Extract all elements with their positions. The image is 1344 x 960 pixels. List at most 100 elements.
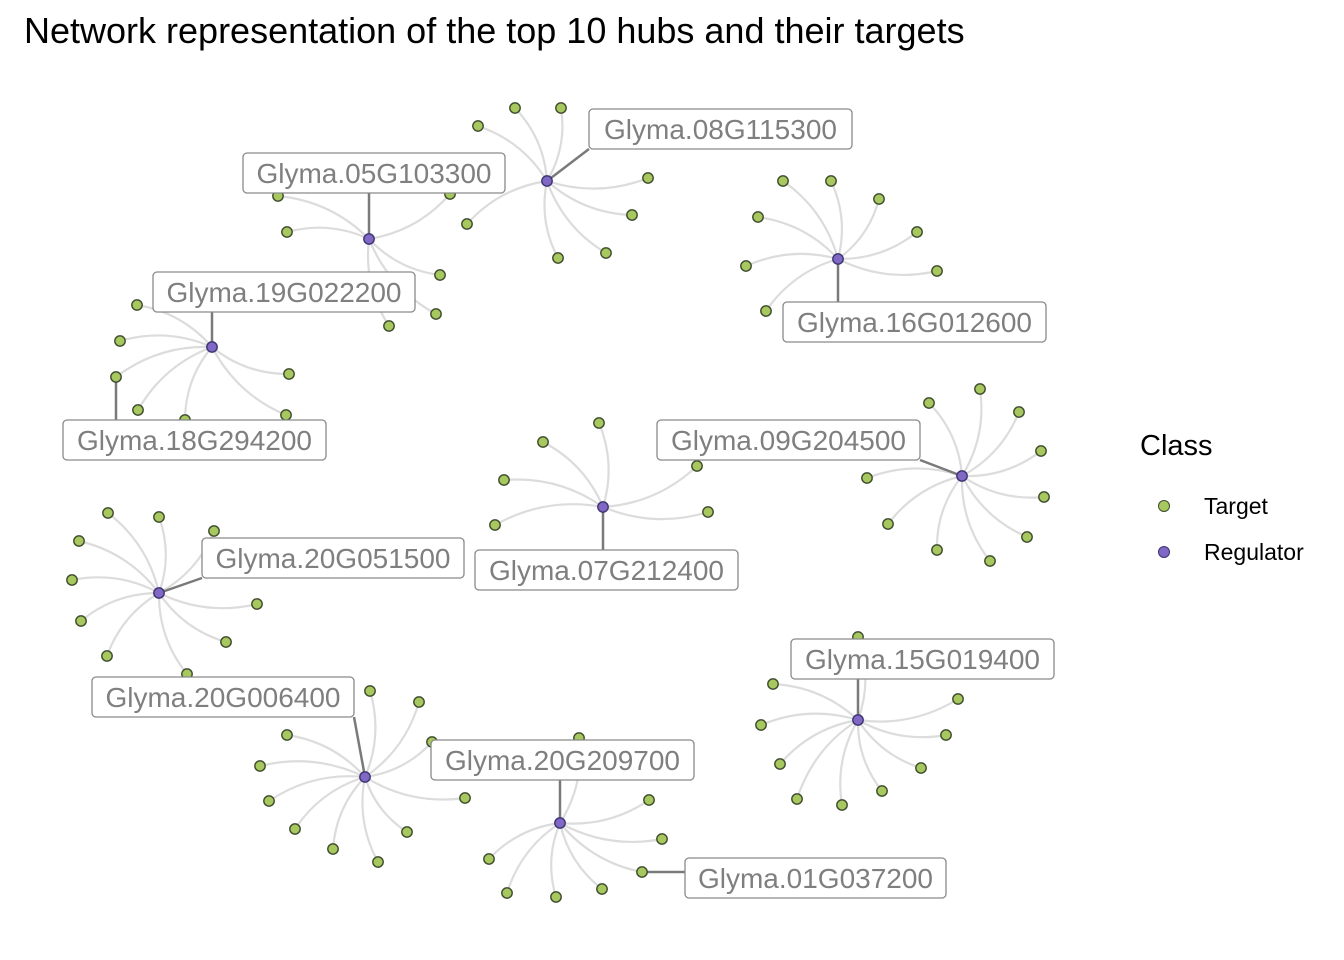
chart-title: Network representation of the top 10 hub… bbox=[24, 10, 965, 51]
target-node bbox=[596, 883, 608, 895]
target-node bbox=[461, 218, 473, 230]
target-node bbox=[825, 175, 837, 187]
edge bbox=[494, 503, 604, 526]
edge bbox=[71, 576, 160, 594]
target-node bbox=[791, 793, 803, 805]
target-node bbox=[636, 866, 648, 878]
edge bbox=[505, 822, 561, 894]
target-node bbox=[752, 211, 764, 223]
target-node bbox=[501, 887, 513, 899]
edge bbox=[602, 465, 698, 509]
target-node bbox=[110, 371, 122, 383]
hub-label-text: Glyma.20G051500 bbox=[215, 543, 450, 574]
edge bbox=[107, 512, 161, 594]
legend-title: Class bbox=[1140, 430, 1213, 462]
edge bbox=[961, 411, 1021, 477]
target-node bbox=[498, 474, 510, 486]
edge bbox=[558, 822, 603, 890]
regulator-node bbox=[852, 714, 864, 726]
hub-label-text: Glyma.16G012600 bbox=[797, 307, 1032, 338]
target-node bbox=[401, 826, 413, 838]
edge bbox=[331, 776, 366, 850]
target-node bbox=[114, 335, 126, 347]
hub-label-text: Glyma.18G294200 bbox=[77, 425, 312, 456]
regulator-node bbox=[541, 175, 553, 187]
edge bbox=[745, 252, 839, 268]
hub-label-box bbox=[201, 537, 465, 579]
edge bbox=[887, 474, 963, 525]
labels-layer: Glyma.08G115300 Glyma.05G103300 Glyma.16G0… bbox=[62, 108, 1055, 899]
edge bbox=[961, 475, 1028, 539]
edge bbox=[757, 215, 839, 260]
label-leader-line bbox=[352, 716, 367, 778]
edge bbox=[837, 198, 881, 260]
edge bbox=[503, 478, 604, 508]
target-node bbox=[280, 409, 292, 421]
hub-label-text: Glyma.20G209700 bbox=[445, 745, 680, 776]
hub-label-text: Glyma.05G103300 bbox=[256, 158, 491, 189]
hub-label-text: Glyma.19G022200 bbox=[166, 277, 401, 308]
target-node bbox=[600, 247, 612, 259]
regulator-node bbox=[956, 470, 968, 482]
hub-label-box bbox=[242, 152, 506, 194]
edge bbox=[157, 592, 188, 675]
hub-label-box bbox=[62, 419, 327, 461]
edge bbox=[211, 346, 287, 417]
target-node bbox=[283, 368, 295, 380]
target-node bbox=[413, 696, 425, 708]
edge bbox=[597, 422, 610, 508]
edge bbox=[961, 388, 983, 477]
edge bbox=[294, 775, 366, 830]
target-node bbox=[767, 678, 779, 690]
edge bbox=[105, 592, 160, 657]
target-node bbox=[740, 260, 752, 272]
target-node bbox=[364, 685, 376, 697]
edge bbox=[286, 733, 366, 778]
target-node bbox=[131, 299, 143, 311]
edge bbox=[559, 822, 643, 874]
hub-label-box bbox=[790, 638, 1055, 680]
hub-label: Glyma.20G209700 bbox=[430, 739, 695, 781]
edge bbox=[286, 226, 370, 240]
target-node bbox=[555, 102, 567, 114]
edge bbox=[550, 822, 562, 898]
edge bbox=[137, 345, 213, 411]
edge bbox=[857, 719, 947, 739]
edge bbox=[158, 592, 227, 644]
target-node bbox=[940, 729, 952, 741]
edge bbox=[363, 776, 408, 833]
nodes-layer bbox=[66, 102, 1050, 903]
edge bbox=[136, 303, 213, 348]
edge bbox=[211, 346, 290, 376]
legend-label-target: Target bbox=[1204, 492, 1268, 519]
target-node bbox=[974, 383, 986, 395]
edge bbox=[928, 402, 964, 477]
target-node bbox=[550, 891, 562, 903]
hub-label-box bbox=[588, 108, 853, 150]
target-node bbox=[489, 519, 501, 531]
edge bbox=[277, 194, 370, 240]
hub-label: Glyma.01G037200 bbox=[684, 857, 947, 899]
edge bbox=[361, 776, 379, 863]
edge bbox=[765, 257, 839, 312]
hub-label-box bbox=[152, 271, 416, 313]
hub-label-box bbox=[782, 301, 1047, 343]
target-node bbox=[251, 598, 263, 610]
target-node bbox=[434, 269, 446, 281]
target-node bbox=[911, 226, 923, 238]
edge bbox=[543, 180, 559, 259]
target-node bbox=[876, 785, 888, 797]
target-node bbox=[281, 729, 293, 741]
target-node bbox=[101, 650, 113, 662]
edge bbox=[935, 475, 963, 551]
edge bbox=[158, 592, 258, 610]
target-node bbox=[1021, 531, 1033, 543]
edge bbox=[779, 718, 859, 765]
edge bbox=[119, 334, 213, 349]
target-node bbox=[102, 507, 114, 519]
target-node bbox=[281, 226, 293, 238]
edge bbox=[545, 180, 607, 254]
target-node bbox=[691, 460, 703, 472]
target-node bbox=[1035, 445, 1047, 457]
